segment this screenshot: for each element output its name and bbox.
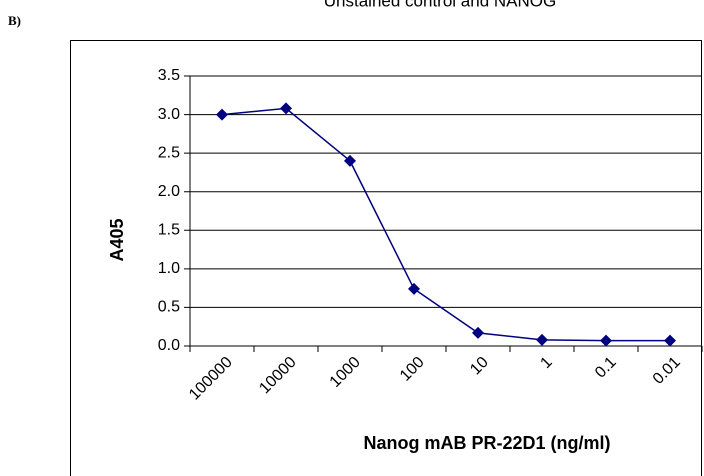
x-axis-label: Nanog mAB PR-22D1 (ng/ml) — [363, 433, 610, 453]
panel-label: B) — [8, 13, 21, 28]
data-point — [216, 108, 228, 121]
data-point — [280, 102, 292, 115]
data-line — [221, 107, 670, 342]
y-tick-label: 3.0 — [158, 106, 180, 123]
x-tick-label: 1 — [537, 354, 555, 372]
y-tick-label: 2.0 — [158, 183, 180, 200]
y-tick-label: 0.5 — [158, 299, 180, 316]
data-point — [536, 333, 548, 346]
x-tick-label: 0.01 — [650, 354, 684, 388]
x-tick-label: 10000 — [256, 354, 300, 398]
chart-frame — [70, 40, 702, 476]
data-point — [408, 282, 420, 295]
y-tick-label: 0.0 — [158, 337, 180, 354]
data-point — [600, 334, 612, 347]
y-axis-label: A405 — [107, 218, 127, 261]
data-point — [344, 154, 356, 167]
data-point — [664, 334, 676, 347]
x-tick-label: 1000 — [327, 354, 364, 391]
y-tick-label: 3.5 — [158, 67, 180, 84]
y-tick-label: 2.5 — [158, 144, 180, 161]
chart-title: Unstained control and NANOG — [324, 0, 556, 10]
data-point — [472, 326, 484, 339]
x-tick-label: 100000 — [186, 354, 236, 404]
x-tick-label: 100 — [397, 354, 428, 385]
y-tick-label: 1.0 — [158, 260, 180, 277]
x-tick-label: 10 — [467, 354, 492, 379]
x-tick-label: 0.1 — [592, 354, 620, 382]
y-tick-label: 1.5 — [158, 222, 180, 239]
